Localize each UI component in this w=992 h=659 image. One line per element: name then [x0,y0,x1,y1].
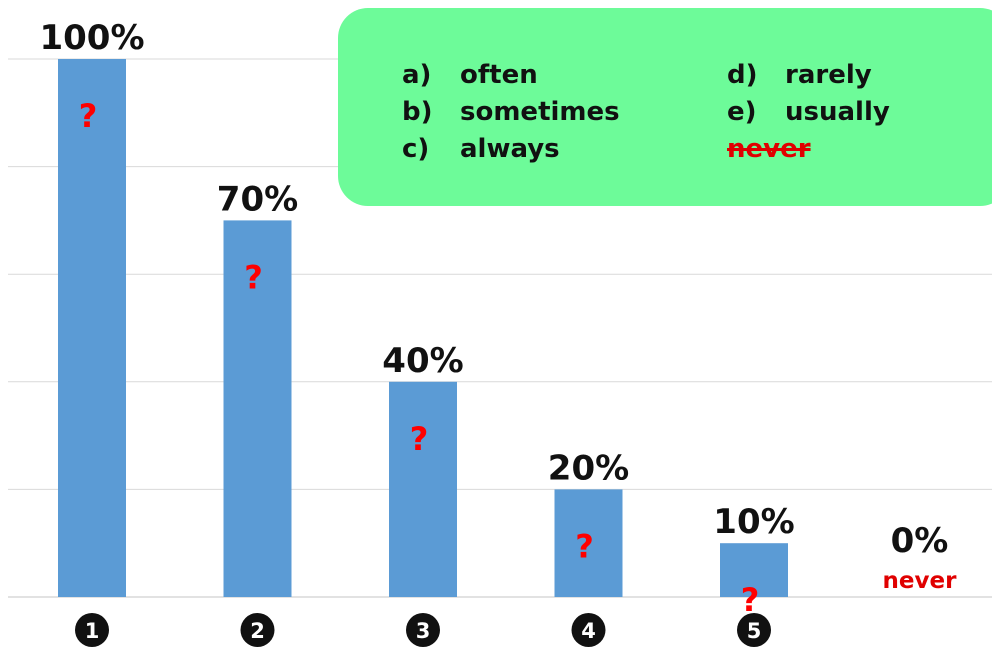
legend-item: d) rarely [727,58,927,92]
question-mark: ? [410,420,429,458]
legend-item: c) always [402,132,727,166]
category-label: 5 [747,619,762,643]
never-label: never [883,568,958,594]
category-badge [240,613,275,647]
value-label: 20% [548,448,629,488]
legend-item-text: rarely [785,60,872,90]
value-label: 0% [891,521,949,561]
value-label: 70% [217,179,298,219]
value-label: 100% [39,18,144,58]
question-mark: ? [575,527,594,565]
legend-item-letter: c) [402,134,430,164]
category-badge [75,613,109,647]
question-mark: ? [79,97,98,135]
category-label: 3 [416,619,431,643]
question-mark: ? [741,581,760,619]
legend-box: a) often d) rarely b) sometimes e) usually c) alw… [338,8,992,206]
value-label: 10% [713,502,794,542]
category-badge [737,613,771,647]
legend-grid: a) often d) rarely b) sometimes e) usually c) alw… [402,58,992,166]
category-badge [571,613,606,647]
legend-item-text: always [460,134,560,164]
bar [58,59,126,597]
legend-item: b) sometimes [402,95,727,129]
legend-item: a) often [402,58,727,92]
category-label: 1 [85,619,100,643]
value-label: 40% [382,341,463,381]
bar [389,381,457,597]
legend-item-letter: d) [727,60,758,90]
legend-item-letter: a) [402,60,432,90]
question-mark: ? [244,258,263,296]
category-label: 4 [581,619,596,643]
legend-item-text: usually [785,97,890,127]
legend-item-struck-text: never [727,134,811,164]
legend-item-letter: e) [727,97,757,127]
legend-item-text: sometimes [460,97,620,127]
bar [720,543,788,597]
legend-item: e) usually [727,95,927,129]
legend-item-letter: b) [402,97,433,127]
category-label: 2 [250,619,265,643]
bar [554,489,623,597]
legend-item: never [727,132,927,166]
category-badge [406,613,440,647]
legend-item-text: often [460,60,538,90]
bar [223,220,292,597]
